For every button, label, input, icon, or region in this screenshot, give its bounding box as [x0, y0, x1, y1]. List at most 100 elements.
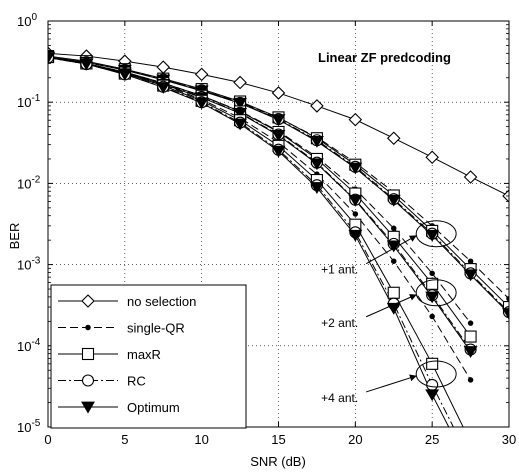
x-tick-label: 10: [194, 432, 208, 447]
y-tick-exponent: -2: [31, 174, 40, 185]
data-point-opt: [502, 308, 509, 320]
chart-title: Linear ZF predcoding: [318, 50, 451, 65]
y-tick-base: 10: [17, 14, 31, 29]
data-point-sqr: [429, 313, 435, 320]
x-tick-label: 25: [425, 432, 439, 447]
y-tick-label: 100: [17, 12, 37, 29]
data-point-opt: [271, 130, 286, 142]
data-point-sqr: [467, 258, 474, 264]
data-point-opt: [386, 194, 401, 207]
annotation-ellipse: [415, 279, 457, 307]
annotation-arrow: [365, 294, 417, 318]
data-point-maxr: [426, 357, 439, 370]
y-tick-exponent: -1: [31, 93, 40, 104]
data-point-sqr: [429, 270, 435, 277]
data-point-opt: [233, 107, 248, 120]
annotation-label: +4 ant.: [321, 391, 358, 405]
x-tick-label: 5: [121, 432, 128, 447]
series-line-sqr: [48, 56, 472, 381]
data-point-rc: [426, 378, 439, 391]
data-point-opt: [425, 291, 440, 304]
data-point-sqr: [467, 377, 474, 383]
data-point-opt: [233, 97, 248, 110]
data-point-opt: [463, 346, 478, 359]
x-tick-label: 30: [502, 432, 516, 447]
data-point-nosel: [386, 131, 401, 146]
data-point-sqr: [390, 225, 397, 232]
series-line-rc: [48, 57, 454, 427]
legend-item-opt: Optimum: [58, 400, 180, 415]
legend-item-rc: RC: [58, 374, 146, 389]
data-point-sqr: [390, 258, 397, 264]
x-tick-label: 0: [44, 432, 51, 447]
data-point-opt: [156, 82, 171, 94]
series-line-opt: [48, 57, 471, 352]
y-tick-label: 10-1: [17, 93, 41, 110]
data-point-opt: [348, 229, 363, 242]
data-point-maxr: [387, 286, 400, 299]
y-tick-base: 10: [17, 95, 31, 110]
annotation-label: +2 ant.: [321, 316, 358, 330]
series-line-maxr: [48, 56, 464, 427]
legend-label: RC: [127, 374, 146, 389]
annotation-arrow: [365, 235, 417, 265]
data-point-opt: [348, 194, 363, 207]
data-point-nosel: [271, 86, 286, 100]
data-point-sqr: [352, 211, 359, 217]
y-tick-exponent: -3: [31, 256, 40, 267]
y-axis-label: BER: [7, 223, 22, 250]
legend-marker-sqr: [85, 324, 91, 331]
x-axis-label: SNR (dB): [250, 454, 306, 469]
y-tick-base: 10: [17, 176, 31, 191]
data-point-opt: [233, 118, 248, 131]
data-point-opt: [463, 269, 478, 282]
data-point-opt: [271, 114, 286, 127]
annotation-ellipse: [415, 220, 457, 248]
data-point-sqr: [467, 320, 474, 326]
data-point-opt: [79, 58, 94, 71]
series-line-opt: [48, 57, 450, 427]
series-line-sqr: [48, 56, 471, 324]
data-point-opt: [309, 182, 324, 194]
annotations: +1 ant. +2 ant. +4 ant.: [321, 220, 457, 405]
series-markers: [48, 46, 509, 402]
x-tick-label: 15: [271, 432, 285, 447]
annotation-arrow: [366, 374, 417, 393]
y-tick-label: 10-5: [17, 418, 41, 435]
legend-label: maxR: [127, 347, 161, 362]
legend: no selection single-QR maxR RC Optimum: [50, 284, 247, 429]
data-point-opt: [271, 145, 286, 158]
annotation-ellipse: [415, 360, 457, 388]
data-point-opt: [425, 389, 440, 402]
data-point-opt: [309, 135, 324, 148]
data-point-opt: [309, 158, 324, 171]
legend-item-nosel: no selection: [58, 294, 196, 309]
y-tick-label: 10-2: [17, 174, 41, 191]
data-point-nosel: [233, 75, 247, 90]
data-point-nosel: [194, 67, 209, 82]
data-point-opt: [117, 69, 132, 81]
y-tick-exponent: 0: [31, 12, 37, 23]
y-tick-base: 10: [17, 339, 31, 354]
data-point-opt: [194, 97, 209, 110]
legend-marker-maxr: [81, 347, 95, 361]
annotation-label: +1 ant.: [321, 263, 358, 277]
legend-marker-rc: [81, 374, 95, 387]
y-tick-label: 10-3: [17, 256, 41, 273]
y-tick-base: 10: [17, 258, 31, 273]
y-tick-exponent: -5: [31, 418, 40, 429]
y-tick-base: 10: [17, 420, 31, 435]
legend-label: single-QR: [127, 321, 185, 336]
legend-item-sqr: single-QR: [58, 321, 185, 336]
legend-label: Optimum: [127, 400, 180, 415]
data-point-nosel: [348, 112, 363, 127]
data-point-maxr: [464, 330, 477, 343]
data-point-nosel: [310, 99, 324, 113]
legend-marker-nosel: [81, 294, 95, 308]
y-tick-label: 10-4: [17, 337, 41, 354]
data-point-nosel: [425, 150, 439, 165]
x-tick-label: 20: [348, 432, 362, 447]
data-point-nosel: [463, 170, 478, 184]
